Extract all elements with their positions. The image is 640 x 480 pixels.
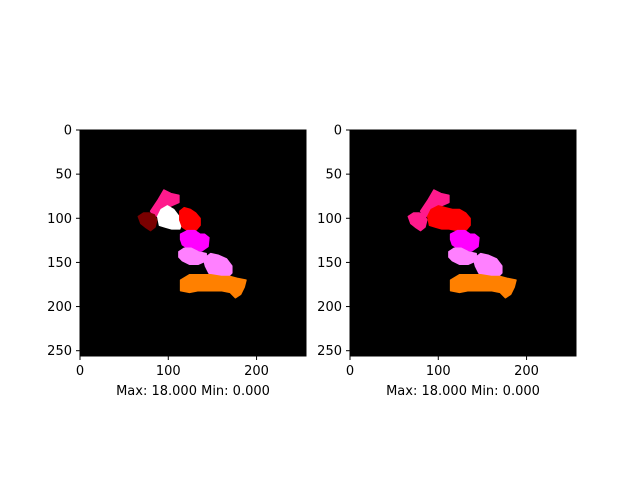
segment-region-3 xyxy=(426,205,471,232)
y-tick-label: 150 xyxy=(47,256,72,271)
left-image-panel: 0 50 100 150 200 250 0 100 200 Max: 18.000 Min: 0… xyxy=(47,124,307,399)
x-tick-label: 0 xyxy=(76,364,84,379)
y-tick-label: 250 xyxy=(317,344,342,359)
y-tick-label: 150 xyxy=(317,256,342,271)
y-tick-label: 200 xyxy=(317,300,342,315)
segment-region-4 xyxy=(449,229,480,252)
y-tick-label: 100 xyxy=(47,212,72,227)
segment-region-8 xyxy=(179,274,247,299)
x-tick-label: 100 xyxy=(426,364,451,379)
axes-frame xyxy=(349,129,577,357)
segment-region-7 xyxy=(449,274,517,299)
x-axis-label: Max: 18.000 Min: 0.000 xyxy=(116,384,270,399)
y-tick-label: 200 xyxy=(47,300,72,315)
y-tick-label: 0 xyxy=(334,124,342,139)
y-tick-label: 50 xyxy=(325,168,342,183)
x-tick-label: 100 xyxy=(156,364,181,379)
segment-region-4 xyxy=(179,206,201,232)
x-tick-label: 200 xyxy=(514,364,539,379)
segment-region-6 xyxy=(472,252,503,280)
x-tick-label: 200 xyxy=(244,364,269,379)
segment-region-2 xyxy=(407,212,428,232)
y-tick-label: 0 xyxy=(64,124,72,139)
segment-region-2 xyxy=(137,212,158,232)
axes-frame xyxy=(79,129,307,357)
segment-region-7 xyxy=(202,252,233,280)
right-image-panel: 0 50 100 150 200 250 0 100 200 Max: 18.000 Min: 0… xyxy=(317,124,577,399)
x-axis-label: Max: 18.000 Min: 0.000 xyxy=(386,384,540,399)
x-tick-label: 0 xyxy=(346,364,354,379)
y-tick-label: 50 xyxy=(55,168,72,183)
segment-region-5 xyxy=(179,229,210,252)
y-tick-label: 100 xyxy=(317,212,342,227)
y-tick-label: 250 xyxy=(47,344,72,359)
